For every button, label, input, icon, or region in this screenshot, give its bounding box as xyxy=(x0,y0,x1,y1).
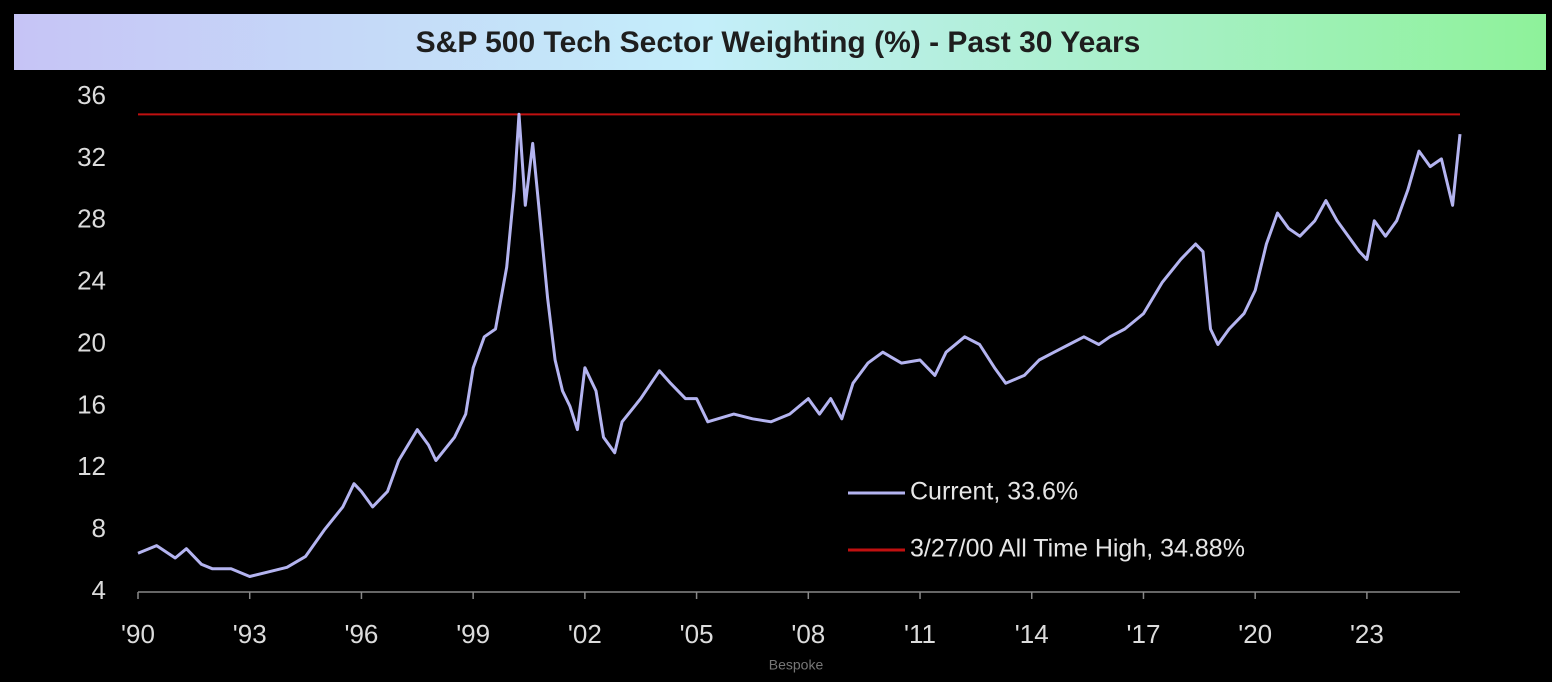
y-tick-label: 12 xyxy=(77,451,106,481)
x-tick-label: '93 xyxy=(233,619,267,649)
y-tick-label: 20 xyxy=(77,327,106,357)
y-tick-label: 32 xyxy=(77,142,106,172)
x-tick-label: '20 xyxy=(1238,619,1272,649)
x-tick-label: '99 xyxy=(456,619,490,649)
y-tick-label: 8 xyxy=(92,513,106,543)
y-tick-label: 36 xyxy=(77,80,106,110)
x-tick-label: '11 xyxy=(904,619,936,649)
y-tick-label: 16 xyxy=(77,389,106,419)
source: Bespoke xyxy=(769,657,824,673)
chart-title: S&P 500 Tech Sector Weighting (%) - Past… xyxy=(416,26,1141,59)
x-tick-label: '23 xyxy=(1350,619,1384,649)
y-tick-label: 24 xyxy=(77,266,106,296)
x-tick-label: '14 xyxy=(1015,619,1049,649)
title-banner xyxy=(14,14,1546,70)
legend-label: Current, 33.6% xyxy=(910,478,1078,506)
x-tick-label: '02 xyxy=(568,619,602,649)
line-series xyxy=(137,112,1462,578)
x-tick-label: '96 xyxy=(344,619,378,649)
y-tick-label: 28 xyxy=(77,204,106,234)
x-tick-label: '05 xyxy=(680,619,714,649)
x-tick-label: '17 xyxy=(1127,619,1161,649)
x-tick-label: '08 xyxy=(791,619,825,649)
x-tick-label: '90 xyxy=(121,619,155,649)
y-tick-label: 4 xyxy=(92,575,106,605)
legend-label: 3/27/00 All Time High, 34.88% xyxy=(910,535,1245,563)
